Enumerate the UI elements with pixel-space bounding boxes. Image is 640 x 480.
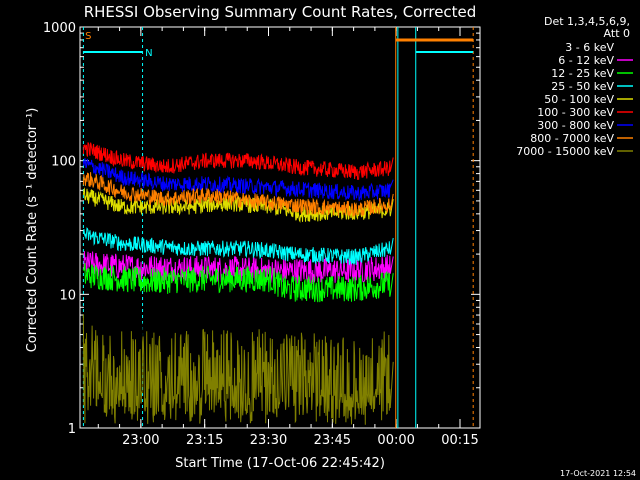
legend-label: 6 - 12 keV: [558, 54, 614, 67]
legend-label: 3 - 6 keV: [565, 41, 614, 54]
x-tick-label: 00:00: [377, 433, 414, 448]
flag-label-n: N: [145, 48, 152, 59]
legend-label: 25 - 50 keV: [551, 80, 614, 93]
y-tick-label: 100: [51, 155, 76, 170]
x-tick-label: 23:15: [186, 433, 223, 448]
series-line-3: [82, 227, 394, 266]
y-axis-label: Corrected Count Rate (s⁻¹ detector⁻¹): [25, 108, 40, 353]
x-tick-label: 23:00: [122, 433, 159, 448]
flag-label-s: S: [85, 31, 91, 42]
legend-label: 7000 - 15000 keV: [516, 145, 614, 158]
legend-header: Att 0: [604, 27, 630, 40]
legend-header: Det 1,3,4,5,6,9,: [544, 15, 630, 28]
y-tick-label: 1000: [43, 21, 76, 36]
y-tick-label: 10: [59, 288, 76, 303]
plot-frame: [79, 26, 481, 429]
plot-area: 1 10 100 1000 23:00 23:15 23:30 23:45 00:00 00:15…: [43, 21, 481, 448]
legend-label: 12 - 25 keV: [551, 67, 614, 80]
y-tick-label: 1: [68, 422, 76, 437]
x-tick-label: 23:45: [314, 433, 351, 448]
series-line-5: [82, 142, 394, 181]
x-tick-label: 00:15: [441, 433, 478, 448]
chart-title: RHESSI Observing Summary Count Rates, Co…: [84, 3, 477, 21]
series-line-2: [82, 263, 394, 303]
generation-timestamp: 17-Oct-2021 12:54: [560, 469, 636, 478]
series-line-7: [82, 172, 394, 218]
x-axis-label: Start Time (17-Oct-06 22:45:42): [175, 456, 385, 471]
legend-label: 50 - 100 keV: [544, 93, 614, 106]
x-tick-label: 23:30: [250, 433, 287, 448]
legend-label: 800 - 7000 keV: [530, 132, 614, 145]
series-line-0: [82, 297, 394, 397]
series-line-8: [82, 314, 394, 425]
legend-label: 300 - 800 keV: [537, 119, 614, 132]
legend-label: 100 - 300 keV: [537, 106, 614, 119]
